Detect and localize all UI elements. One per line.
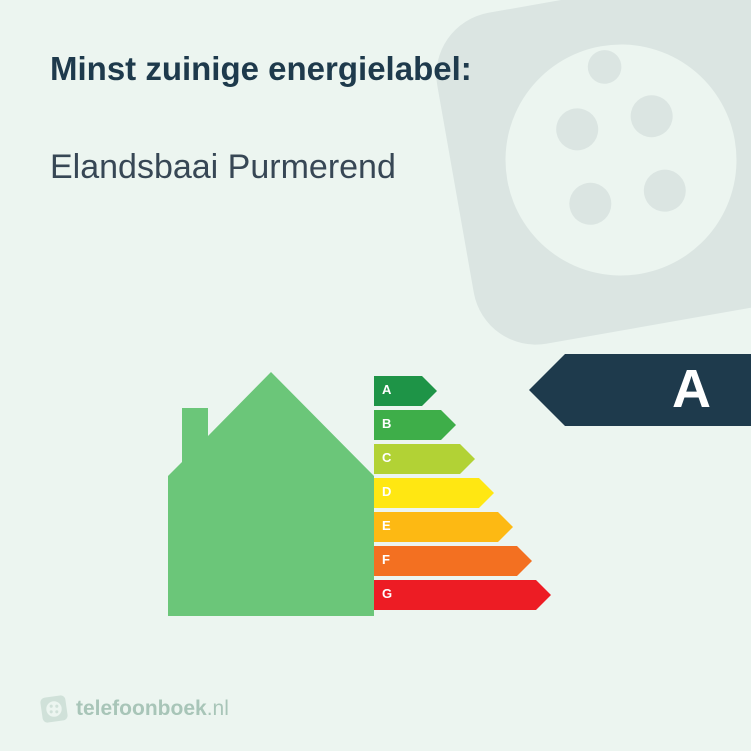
energy-label-diagram: A B C D E F G A — [0, 340, 751, 660]
bar-label: B — [382, 416, 391, 431]
bar-label: G — [382, 586, 392, 601]
footer-brand-suffix: .nl — [207, 697, 229, 720]
footer: telefoonboek.nl — [40, 695, 229, 723]
bar-label: E — [382, 518, 391, 533]
badge-letter: A — [672, 358, 711, 420]
bar-arrow-icon — [374, 478, 494, 508]
bar-label: A — [382, 382, 391, 397]
footer-logo-icon — [40, 695, 68, 723]
bar-label: F — [382, 552, 390, 567]
bar-arrow-icon — [374, 512, 513, 542]
bar-arrow-icon — [374, 580, 551, 610]
footer-brand-name: telefoonboek — [76, 697, 207, 720]
page-title: Minst zuinige energielabel: — [50, 50, 701, 88]
content-area: Minst zuinige energielabel: Elandsbaai P… — [0, 0, 751, 187]
house-icon — [168, 372, 374, 616]
bar-label: C — [382, 450, 391, 465]
bar-label: D — [382, 484, 391, 499]
location-name: Elandsbaai Purmerend — [50, 148, 701, 187]
footer-brand: telefoonboek.nl — [76, 697, 229, 721]
bar-arrow-icon — [374, 546, 532, 576]
badge-shape — [529, 354, 751, 426]
